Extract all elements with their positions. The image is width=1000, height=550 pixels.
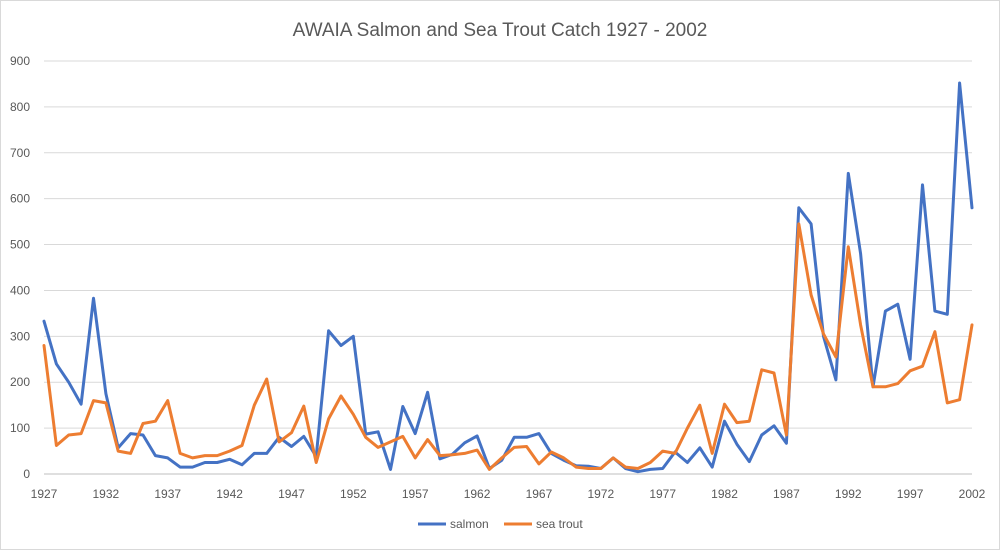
series-lines [42,81,974,474]
legend: salmon sea trout [418,517,583,531]
x-tick-label: 1982 [711,487,738,501]
x-tick-label: 1967 [526,487,553,501]
legend-label-salmon: salmon [450,517,489,531]
x-tick-label: 1957 [402,487,429,501]
x-tick-label: 1987 [773,487,800,501]
y-tick-label: 600 [10,192,30,206]
y-tick-label: 200 [10,375,30,389]
y-tick-label: 0 [23,467,30,481]
y-tick-label: 500 [10,238,30,252]
series-line-sea-trout [42,222,974,471]
x-tick-label: 1972 [587,487,614,501]
chart-title: AWAIA Salmon and Sea Trout Catch 1927 - … [293,20,708,41]
y-tick-label: 900 [10,54,30,68]
x-tick-label: 1962 [464,487,491,501]
x-tick-label: 1977 [649,487,676,501]
y-tick-label: 700 [10,146,30,160]
y-tick-label: 100 [10,421,30,435]
x-tick-label: 1937 [154,487,181,501]
x-tick-label: 1997 [897,487,924,501]
y-tick-label: 800 [10,100,30,114]
gridlines [44,60,972,475]
x-tick-label: 1952 [340,487,367,501]
x-axis-ticks: 1927 1932 1937 1942 1947 1952 1957 1962 1967 1972… [31,487,986,501]
y-axis-ticks: 0 100 200 300 400 500 600 700 800 900 [10,54,30,481]
x-tick-label: 1992 [835,487,862,501]
legend-label-sea-trout: sea trout [536,517,583,531]
series-line-salmon [42,81,974,474]
x-tick-label: 1927 [31,487,58,501]
x-tick-label: 1942 [216,487,243,501]
y-tick-label: 300 [10,329,30,343]
y-tick-label: 400 [10,283,30,297]
x-tick-label: 1932 [93,487,120,501]
x-tick-label: 1947 [278,487,305,501]
x-tick-label: 2002 [959,487,986,501]
